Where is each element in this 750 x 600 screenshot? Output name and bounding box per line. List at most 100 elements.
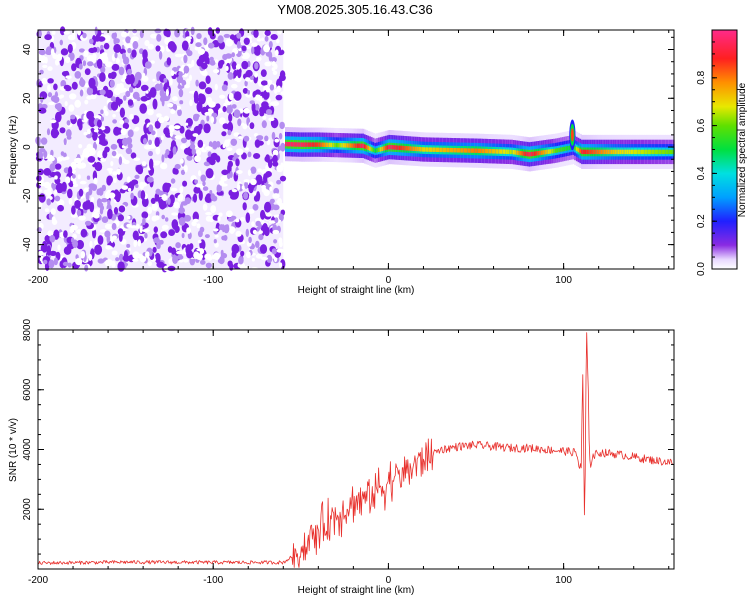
ridge-segment [502,149,505,154]
noise-speckle [260,69,267,77]
noise-speckle [195,253,203,260]
ridge-segment [667,149,670,155]
noise-speckle [261,220,265,225]
noise-speckle [161,194,168,201]
noise-speckle [214,242,219,248]
noise-speckle [155,146,161,155]
noise-speckle [100,116,104,122]
noise-speckle [221,131,227,137]
noise-speckle [154,137,160,148]
noise-speckle [203,123,211,134]
ridge-segment [458,148,461,153]
noise-speckle [55,111,62,123]
noise-speckle [231,189,238,193]
noise-speckle [46,198,51,206]
ridge-segment [314,142,318,147]
noise-speckle [169,78,173,86]
noise-speckle [221,169,229,176]
noise-speckle [220,175,228,182]
snr-panel: -200 -100 0 100 2000 4000 6000 8000 Height of … [8,318,675,596]
ridge-segment [532,151,535,157]
noise-speckle [57,244,61,251]
noise-speckle [67,188,73,199]
noise-speckle [40,96,44,103]
noise-speckle [180,212,186,219]
ridge-segment [370,147,374,152]
ridge-segment [330,142,333,148]
ridge-segment [369,146,372,151]
noise-speckle [177,195,181,202]
noise-speckle [49,119,57,124]
noise-speckle [131,179,139,186]
noise-speckle [180,143,187,150]
noise-speckle [126,176,131,183]
noise-speckle [47,92,53,98]
noise-speckle [78,121,83,131]
ridge-segment [523,151,526,156]
noise-speckle [120,128,127,136]
noise-speckle [228,113,233,122]
noise-speckle [148,150,153,157]
noise-speckle [113,43,122,53]
noise-speckle [269,84,275,91]
noise-speckle [183,258,189,263]
noise-speckle [220,249,224,256]
noise-speckle [140,96,148,102]
ridge-segment [561,147,565,152]
ridge-segment [286,142,290,147]
noise-speckle [153,237,160,244]
colorbar-label: Normalized spectral amplitude [737,82,748,217]
ridge-segment [293,142,297,147]
noise-speckle [231,61,237,70]
ridge-segment [437,147,440,152]
noise-speckle [150,197,156,204]
ridge-segment [381,146,384,152]
noise-speckle [209,190,213,195]
noise-speckle [214,234,219,238]
ridge-segment [483,148,486,154]
noise-speckle [174,28,181,38]
noise-speckle [163,28,169,37]
noise-speckle [235,158,240,167]
ridge-segment [285,141,288,147]
noise-speckle [205,146,213,151]
noise-speckle [170,70,175,76]
noise-speckle [104,110,109,117]
ridge-segment [491,149,495,154]
noise-speckle [205,215,212,222]
noise-speckle [203,161,211,167]
ridge-segment [395,145,398,150]
noise-speckle [117,261,125,272]
ridge-segment [512,150,516,155]
ridge-segment [442,147,446,153]
ridge-segment [451,148,454,153]
ridge-segment [328,142,332,148]
ridge-segment [516,150,519,155]
noise-speckle [56,102,62,112]
noise-speckle [79,78,86,87]
noise-speckle [229,229,235,234]
ridge-segment [386,145,390,150]
noise-speckle [179,186,184,194]
noise-speckle [54,163,62,170]
noise-speckle [198,190,203,201]
noise-speckle [210,193,216,201]
ridge-segment [376,148,379,153]
noise-speckle [76,162,85,169]
noise-speckle [258,234,264,241]
noise-speckle [179,100,184,105]
noise-speckle [65,75,72,79]
noise-speckle [103,42,110,50]
ridge-segment [565,146,568,151]
noise-speckle [92,47,98,53]
ridge-segment [619,149,623,155]
ridge-segment [495,149,498,154]
noise-speckle [97,235,104,245]
noise-speckle [172,67,179,72]
noise-speckle [157,190,165,195]
noise-speckle [67,43,73,54]
noise-speckle [236,41,241,49]
ridge-segment [567,146,570,151]
noise-speckle [272,229,280,235]
